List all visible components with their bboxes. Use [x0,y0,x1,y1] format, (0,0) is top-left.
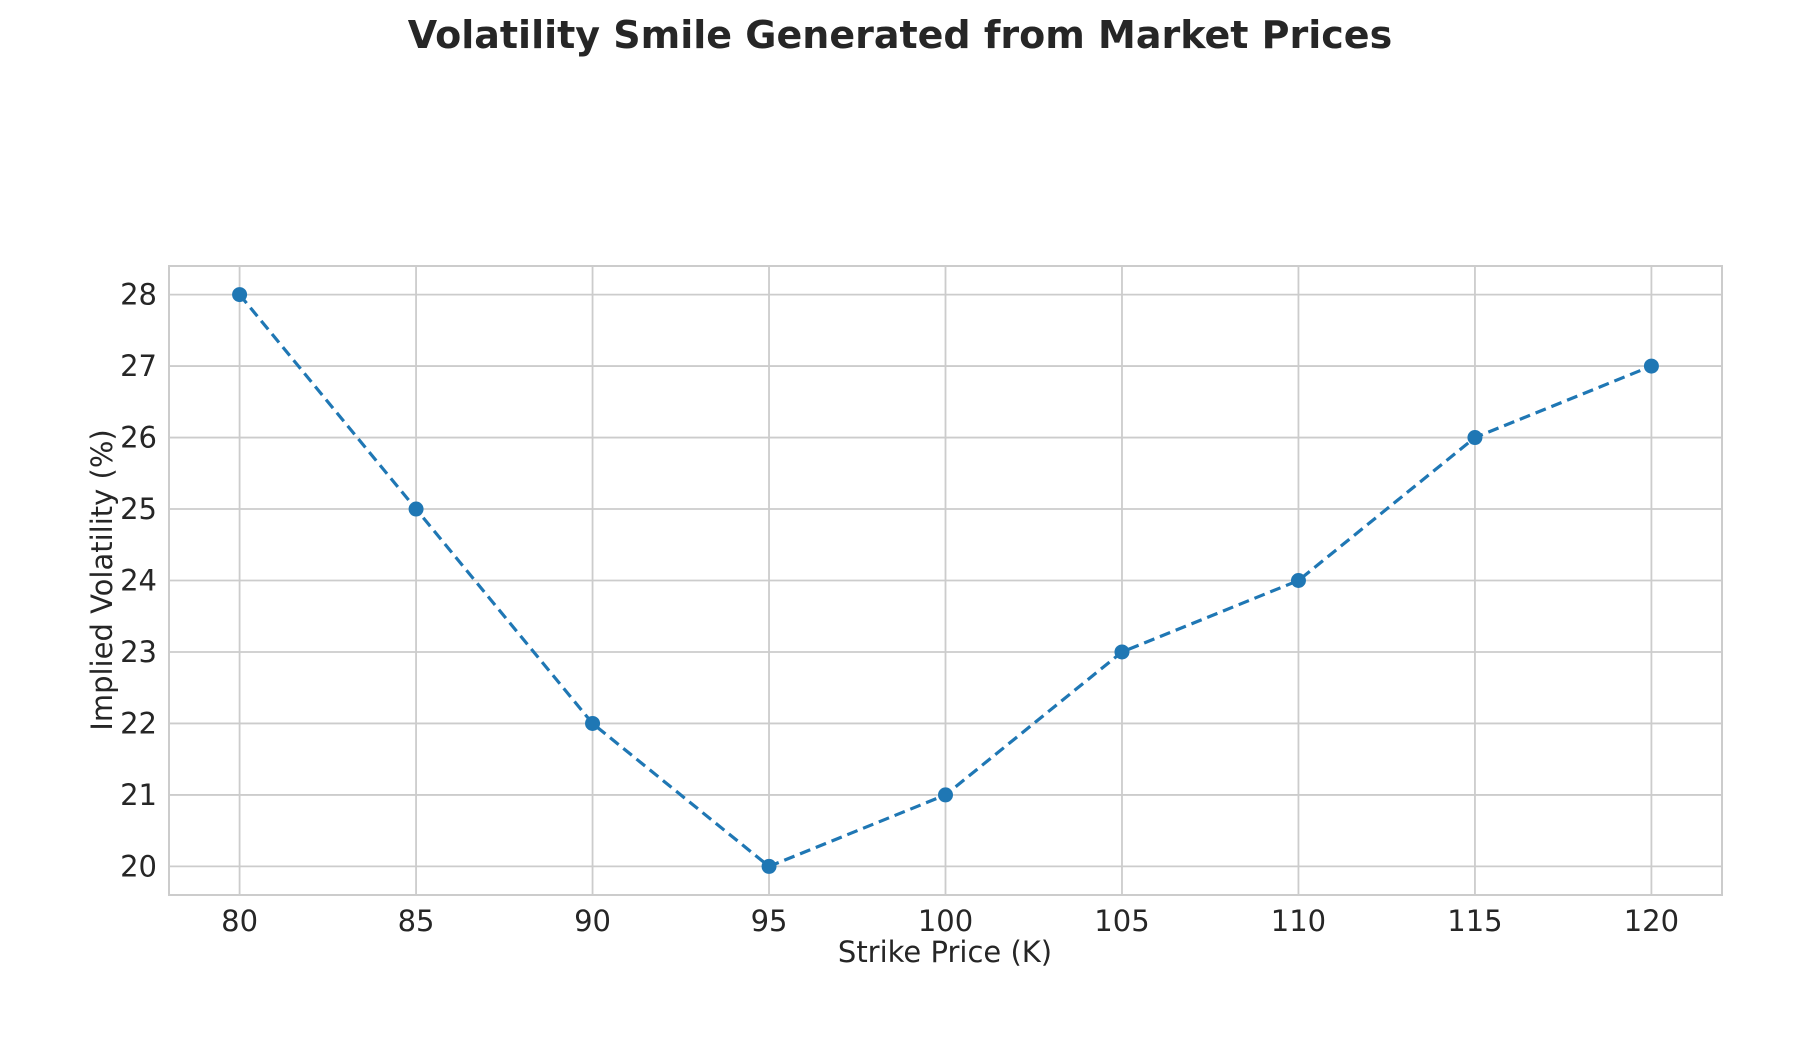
x-axis-label: Strike Price (K) [838,935,1052,969]
x-tick-label: 95 [751,904,788,938]
y-tick-label: 24 [120,564,157,598]
x-tick-label: 120 [1624,904,1679,938]
data-point-marker [232,287,248,303]
grid-layer [169,266,1722,895]
data-point-marker [408,501,424,517]
plot-area-frame [168,265,1723,896]
y-tick-label: 21 [120,778,157,812]
x-tick-label: 115 [1447,904,1502,938]
x-tick-label: 85 [398,904,435,938]
x-axis-ticks: 80 85 90 95 100 105 110 115 120 [221,904,1679,938]
y-axis-ticks: 20 21 22 23 24 25 26 27 28 [120,278,157,884]
y-axis-label: Implied Volatility (%) [85,429,119,730]
chart-title: Volatility Smile Generated from Market P… [408,13,1392,57]
y-tick-label: 27 [120,349,157,383]
y-tick-label: 22 [120,706,157,740]
x-tick-label: 90 [574,904,611,938]
data-point-marker [1290,573,1306,588]
x-tick-label: 105 [1094,904,1149,938]
data-point-marker [761,858,777,874]
data-point-marker [1114,644,1130,660]
x-tick-label: 80 [221,904,258,938]
series-layer [232,287,1659,874]
data-point-marker [938,787,953,803]
data-point-marker [585,715,601,731]
data-point-marker [1467,430,1483,446]
y-tick-label: 28 [120,278,157,312]
data-point-marker [1643,358,1659,374]
y-tick-label: 23 [120,635,157,669]
y-tick-label: 20 [120,849,157,883]
y-tick-label: 26 [120,421,157,455]
y-tick-label: 25 [120,492,157,526]
x-tick-label: 110 [1271,904,1326,938]
x-tick-label: 100 [918,904,973,938]
